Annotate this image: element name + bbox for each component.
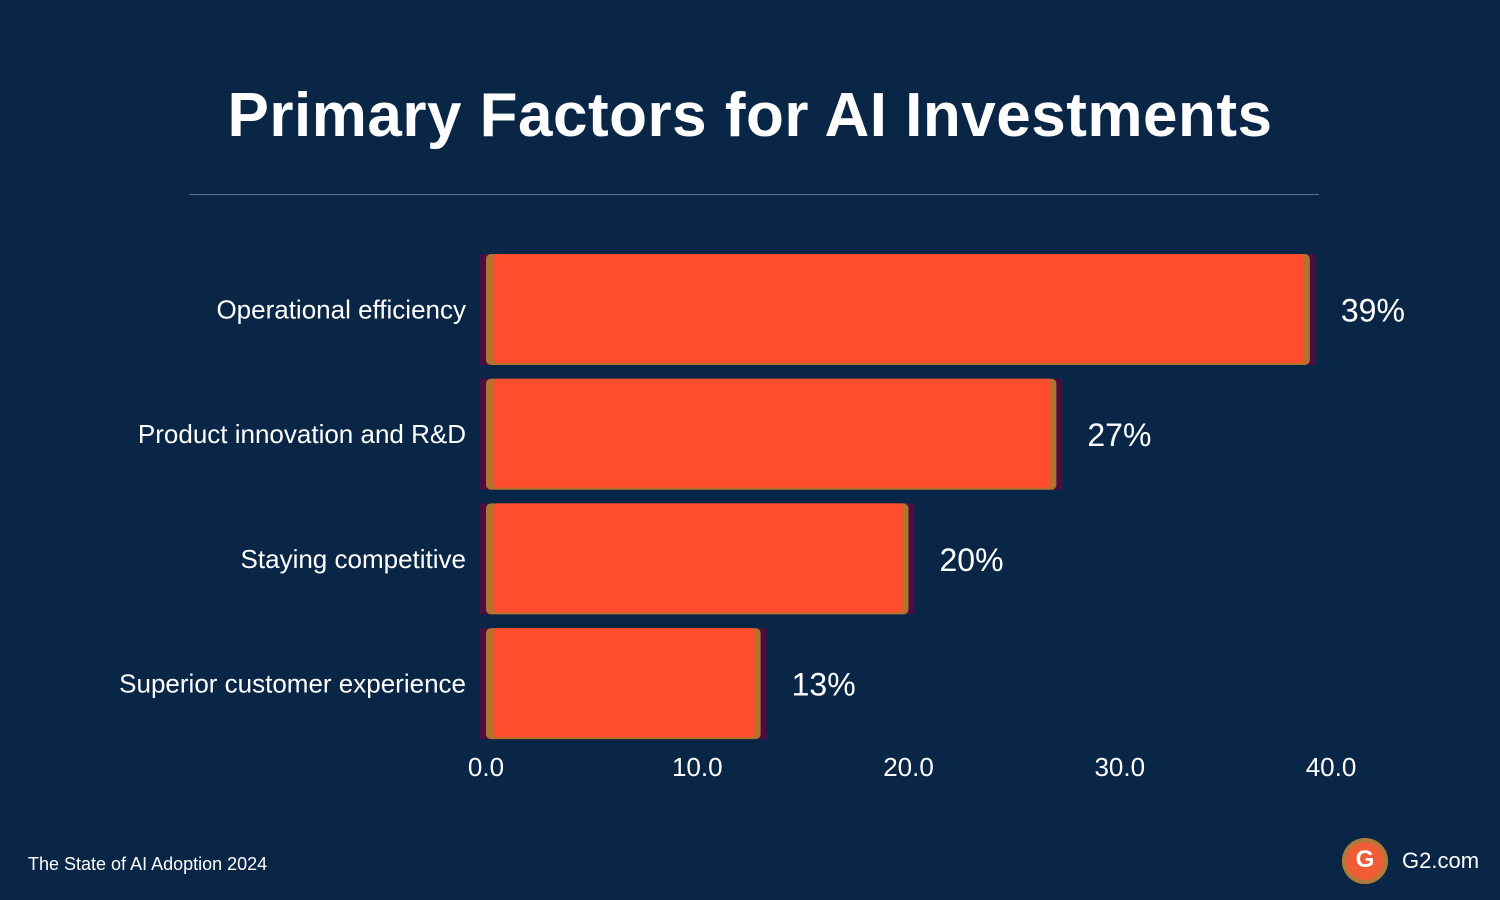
bar — [494, 254, 1304, 363]
logo-letter: G — [1355, 846, 1375, 873]
source-label: The State of AI Adoption 2024 — [28, 854, 268, 874]
title-divider — [189, 194, 1319, 195]
value-label: 39% — [1341, 293, 1405, 329]
x-tick-label: 20.0 — [883, 752, 934, 782]
x-tick-label: 40.0 — [1306, 752, 1357, 782]
value-label: 13% — [792, 667, 856, 703]
category-label: Superior customer experience — [119, 669, 466, 699]
g2-logo-icon: G — [1342, 838, 1388, 884]
category-label: Product innovation and R&D — [138, 419, 466, 449]
category-label: Staying competitive — [241, 544, 466, 574]
x-tick-label: 0.0 — [468, 752, 504, 782]
x-tick-label: 30.0 — [1094, 752, 1145, 782]
bar — [494, 503, 903, 613]
value-label: 20% — [940, 542, 1004, 578]
category-label: Operational efficiency — [216, 295, 466, 325]
bar — [494, 628, 755, 738]
value-label: 27% — [1087, 417, 1151, 453]
x-tick-label: 10.0 — [672, 752, 723, 782]
chart-title: Primary Factors for AI Investments — [227, 81, 1273, 150]
bar — [494, 378, 1051, 488]
brand-label: G2.com — [1402, 848, 1480, 873]
